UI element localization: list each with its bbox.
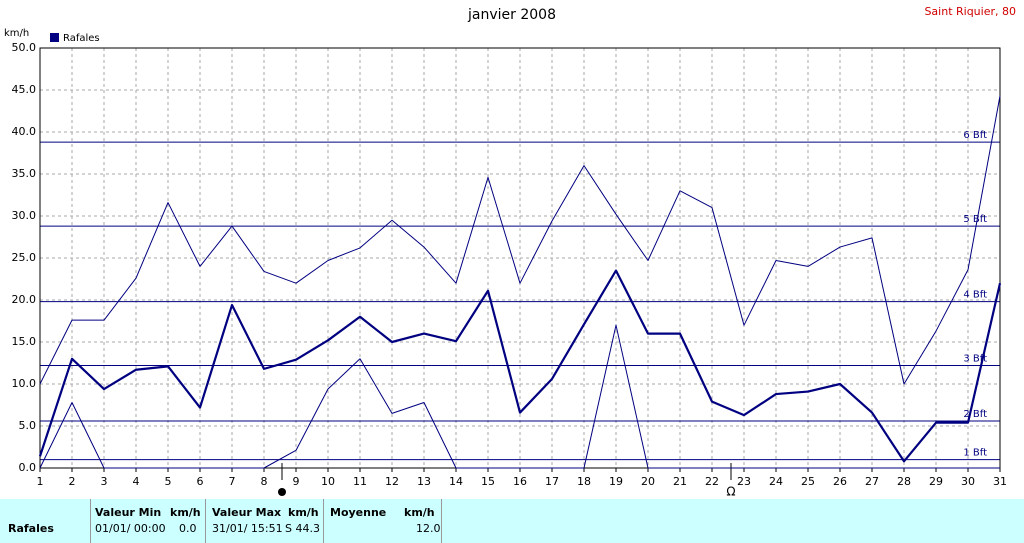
separator (205, 499, 206, 543)
x-tick-label: 23 (737, 475, 751, 488)
legend-label: Rafales (63, 33, 100, 44)
x-tick-label: 29 (929, 475, 943, 488)
x-tick-label: 9 (293, 475, 300, 488)
cell: 01/01/ 00:00 (95, 522, 166, 535)
beaufort-label: 5 Bft (963, 214, 987, 225)
x-tick-label: 7 (229, 475, 236, 488)
cell: 31/01/ 15:51 (212, 522, 283, 535)
x-tick-label: 11 (353, 475, 367, 488)
x-tick-label: 14 (449, 475, 463, 488)
y-tick-label: 0.0 (19, 461, 37, 474)
stats-table: Valeur Min km/h Valeur Max km/h Moyenne … (0, 499, 1024, 543)
x-tick-label: 21 (673, 475, 687, 488)
x-tick-label: 25 (801, 475, 815, 488)
series-line (38, 269, 1002, 463)
chart: janvier 2008 Saint Riquier, 80 km/h Rafa… (4, 5, 1016, 499)
y-tick-label: 5.0 (19, 419, 37, 432)
x-tick-label: 20 (641, 475, 655, 488)
beaufort-label: 4 Bft (963, 290, 987, 301)
beaufort-label: 3 Bft (963, 354, 987, 365)
x-tick-label: 18 (577, 475, 591, 488)
separator (323, 499, 324, 543)
x-tick-label: 12 (385, 475, 399, 488)
row-label: Rafales (8, 522, 54, 535)
header: Moyenne (330, 506, 387, 519)
x-tick-label: 30 (961, 475, 975, 488)
x-tick-label: 31 (993, 475, 1007, 488)
y-tick-label: 40.0 (12, 125, 37, 138)
x-tick-label: 27 (865, 475, 879, 488)
cell: S 44.3 (285, 522, 320, 535)
x-tick-label: 22 (705, 475, 719, 488)
moon-icon: Ω (726, 485, 735, 499)
header: km/h (404, 506, 435, 519)
y-axis-label: km/h (4, 28, 29, 39)
x-tick-label: 4 (133, 475, 140, 488)
x-tick-label: 26 (833, 475, 847, 488)
y-tick-label: 20.0 (12, 293, 37, 306)
y-tick-label: 45.0 (12, 83, 37, 96)
header: km/h (170, 506, 201, 519)
y-tick-label: 25.0 (12, 251, 37, 264)
moon-full (278, 488, 286, 496)
x-tick-label: 16 (513, 475, 527, 488)
header: Valeur Min (95, 506, 162, 519)
series-line (39, 95, 1001, 385)
y-tick-label: 15.0 (12, 335, 37, 348)
header: km/h (288, 506, 319, 519)
series-line (39, 324, 1000, 469)
beaufort-label: 1 Bft (963, 448, 987, 459)
legend-swatch (50, 33, 59, 42)
x-tick-label: 10 (321, 475, 335, 488)
x-tick-label: 28 (897, 475, 911, 488)
header: Valeur Max (212, 506, 282, 519)
x-tick-label: 13 (417, 475, 431, 488)
y-tick-label: 50.0 (12, 41, 37, 54)
x-tick-label: 2 (69, 475, 76, 488)
cell: 12.0 (416, 522, 441, 535)
y-tick-label: 30.0 (12, 209, 37, 222)
y-tick-label: 10.0 (12, 377, 37, 390)
x-tick-label: 5 (165, 475, 172, 488)
separator (441, 499, 442, 543)
cell: 0.0 (179, 522, 197, 535)
x-tick-label: 24 (769, 475, 783, 488)
beaufort-label: 2 Bft (963, 409, 987, 420)
chart-title: janvier 2008 (467, 7, 556, 23)
station: Saint Riquier, 80 (924, 5, 1016, 18)
x-tick-label: 8 (261, 475, 268, 488)
y-tick-label: 35.0 (12, 167, 37, 180)
x-tick-label: 19 (609, 475, 623, 488)
x-tick-label: 3 (101, 475, 108, 488)
x-tick-label: 1 (37, 475, 44, 488)
x-tick-label: 6 (197, 475, 204, 488)
beaufort-label: 6 Bft (963, 130, 987, 141)
separator (90, 499, 91, 543)
x-tick-label: 15 (481, 475, 495, 488)
x-tick-label: 17 (545, 475, 559, 488)
